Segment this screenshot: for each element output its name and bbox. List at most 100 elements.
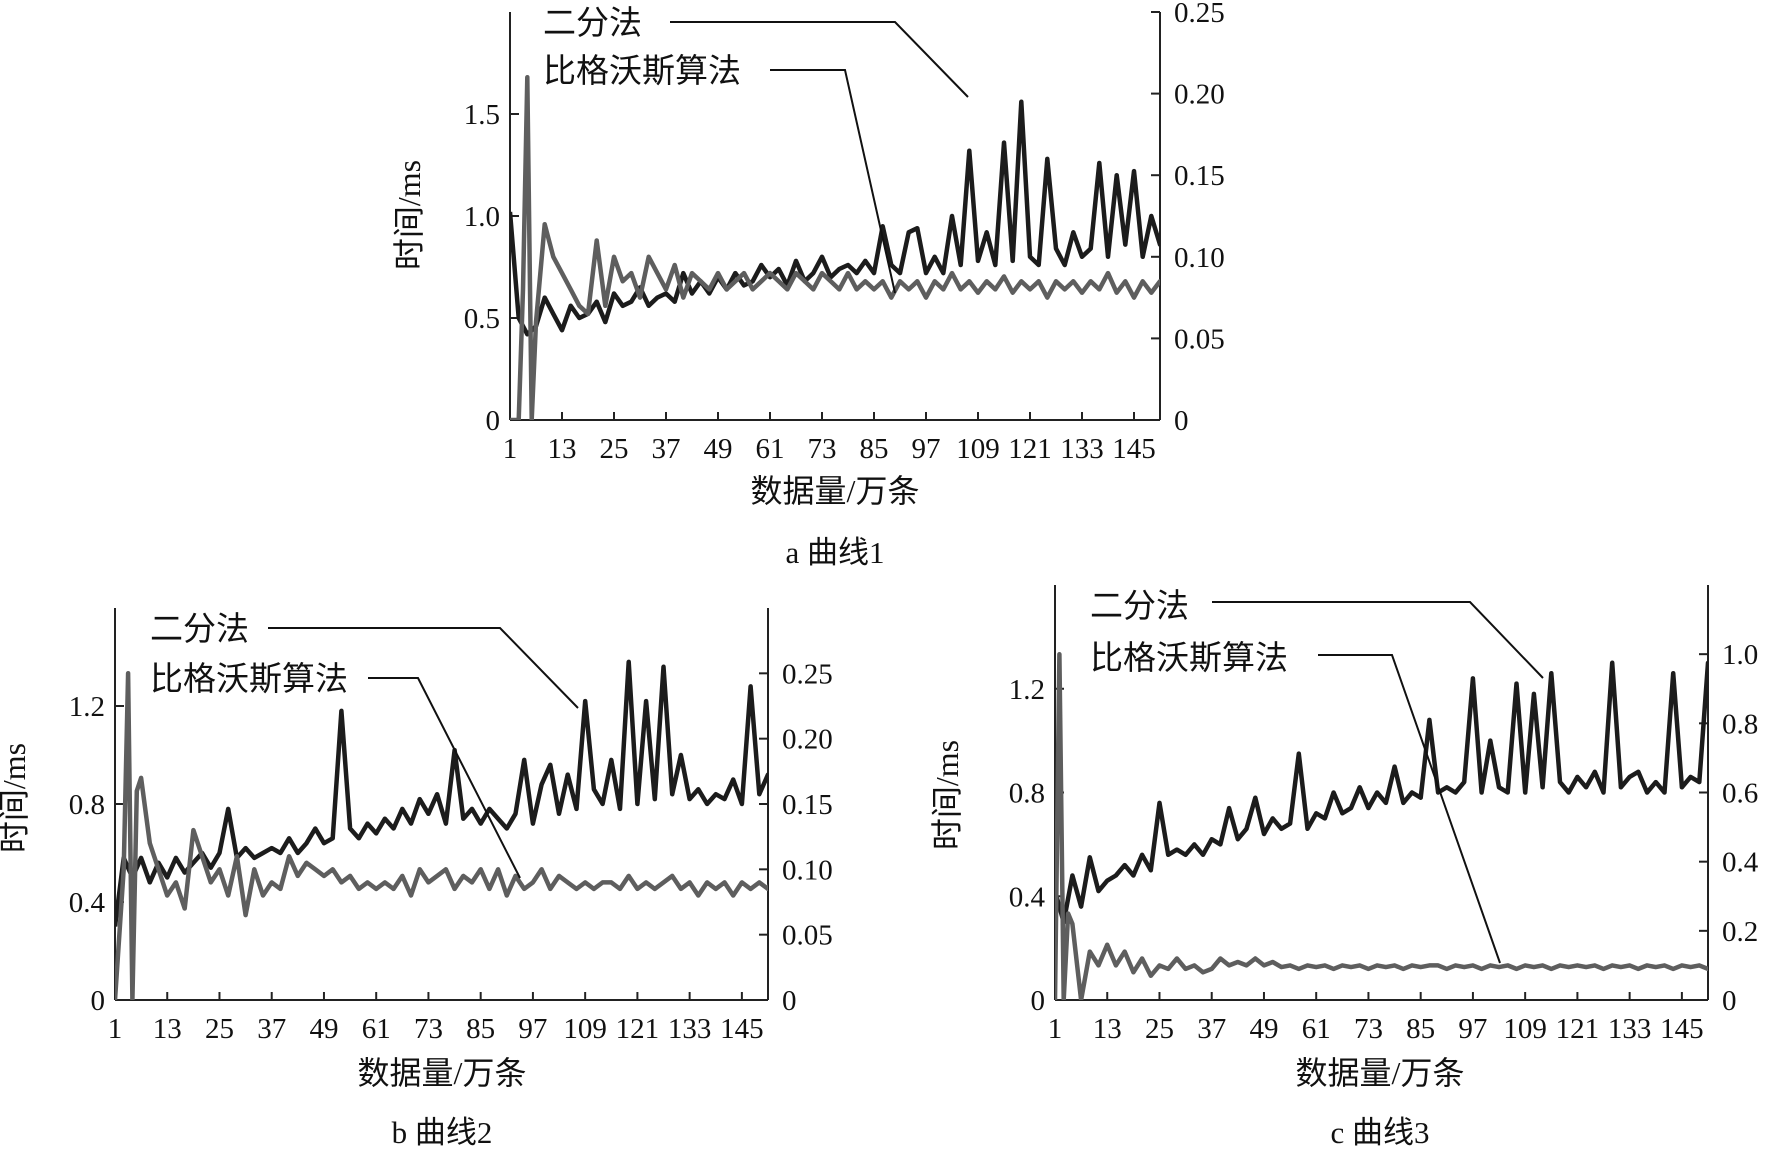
legend-label-bigworth: 比格沃斯算法	[150, 661, 348, 698]
x-tick-label: 61	[362, 1013, 391, 1045]
legend-leader-line	[1318, 654, 1501, 964]
right-tick-label: 0.6	[1722, 778, 1758, 810]
chart-caption: a 曲线1	[785, 535, 884, 570]
x-tick-label: 145	[720, 1013, 764, 1045]
left-tick-label: 0.5	[464, 303, 500, 335]
x-tick-label: 133	[668, 1013, 712, 1045]
x-tick-label: 37	[257, 1013, 286, 1045]
x-tick-label: 121	[1008, 433, 1052, 465]
x-tick-label: 145	[1660, 1013, 1704, 1045]
left-tick-label: 0.4	[69, 887, 106, 919]
x-tick-label: 73	[1354, 1013, 1383, 1045]
legend-leader-line	[670, 21, 969, 98]
x-tick-label: 85	[466, 1013, 495, 1045]
right-tick-label: 0.15	[782, 789, 833, 821]
series-line-bigworth	[1055, 651, 1708, 1000]
left-tick-label: 1.0	[464, 201, 500, 233]
right-tick-label: 0.10	[782, 854, 833, 886]
right-tick-label: 0.05	[1174, 323, 1225, 355]
right-tick-label: 0.20	[1174, 79, 1225, 111]
left-tick-label: 0	[486, 405, 501, 437]
legend-leader-line	[770, 69, 896, 294]
x-tick-label: 1	[1048, 1013, 1063, 1045]
series-line-binary-search	[115, 659, 768, 927]
legend-label-binary-search: 二分法	[1090, 588, 1189, 625]
x-tick-label: 85	[860, 433, 889, 465]
chart-caption: b 曲线2	[392, 1115, 493, 1150]
x-tick-label: 145	[1112, 433, 1156, 465]
chart-panel-2: 0 0.4 0.8 1.2 0 0.05 0.10 0.15 0.20 0.25 1 13 25 37 49…	[0, 608, 833, 1150]
left-tick-label: 1.2	[69, 691, 105, 723]
y-axis-title: 时间/ms	[929, 740, 965, 850]
legend-label-binary-search: 二分法	[150, 611, 249, 648]
x-tick-label: 37	[652, 433, 681, 465]
left-tick-label: 0	[91, 985, 106, 1017]
right-tick-label: 0.10	[1174, 242, 1225, 274]
left-tick-label: 0	[1031, 985, 1046, 1017]
x-tick-label: 13	[1093, 1013, 1122, 1045]
x-axis-title: 数据量/万条	[751, 473, 920, 509]
x-tick-label: 37	[1197, 1013, 1226, 1045]
x-tick-label: 97	[912, 433, 941, 465]
x-tick-label: 109	[956, 433, 1000, 465]
x-tick-label: 49	[704, 433, 733, 465]
x-tick-label: 97	[1458, 1013, 1487, 1045]
x-tick-label: 109	[1503, 1013, 1547, 1045]
x-tick-label: 49	[1249, 1013, 1278, 1045]
right-tick-label: 0.25	[1174, 0, 1225, 29]
series-line-binary-search	[1055, 660, 1708, 925]
left-tick-label: 0.8	[69, 789, 105, 821]
right-tick-label: 0	[782, 985, 797, 1017]
right-tick-label: 1.0	[1722, 639, 1758, 671]
series-line-bigworth	[115, 671, 768, 1000]
x-tick-label: 61	[1302, 1013, 1331, 1045]
x-tick-label: 73	[414, 1013, 443, 1045]
x-tick-label: 49	[309, 1013, 338, 1045]
y-axis-title: 时间/ms	[391, 160, 427, 270]
left-tick-label: 1.2	[1009, 674, 1045, 706]
x-tick-label: 121	[1556, 1013, 1600, 1045]
y-axis-title: 时间/ms	[0, 743, 32, 853]
x-tick-label: 61	[756, 433, 785, 465]
chart-panel-3: 0 0.4 0.8 1.2 0 0.2 0.4 0.6 0.8 1.0 1 13 25 37 49 61 73 8…	[929, 585, 1759, 1150]
right-tick-label: 0.8	[1722, 708, 1758, 740]
right-tick-label: 0.05	[782, 920, 833, 952]
x-tick-label: 25	[600, 433, 629, 465]
x-tick-label: 97	[518, 1013, 547, 1045]
x-tick-label: 25	[1145, 1013, 1174, 1045]
legend-label-bigworth: 比格沃斯算法	[543, 53, 741, 90]
right-tick-label: 0.15	[1174, 160, 1225, 192]
right-tick-label: 0.20	[782, 724, 833, 756]
left-tick-label: 0.8	[1009, 778, 1045, 810]
legend-leader-line	[368, 677, 521, 879]
right-tick-label: 0	[1722, 985, 1737, 1017]
right-tick-label: 0	[1174, 405, 1189, 437]
right-tick-label: 0.4	[1722, 847, 1759, 879]
series-line-bigworth	[510, 75, 1160, 420]
legend-leader-line	[268, 627, 579, 709]
legend-label-binary-search: 二分法	[543, 5, 642, 42]
right-tick-label: 0.2	[1722, 916, 1758, 948]
x-tick-label: 109	[563, 1013, 607, 1045]
series-line-binary-search	[510, 99, 1160, 337]
legend-label-bigworth: 比格沃斯算法	[1090, 640, 1288, 677]
chart-caption: c 曲线3	[1330, 1115, 1429, 1150]
legend-leader-line	[1212, 601, 1544, 679]
x-tick-label: 13	[548, 433, 577, 465]
x-tick-label: 121	[616, 1013, 660, 1045]
x-tick-label: 133	[1608, 1013, 1652, 1045]
x-tick-label: 1	[108, 1013, 123, 1045]
x-axis-title: 数据量/万条	[1296, 1055, 1465, 1091]
right-tick-label: 0.25	[782, 658, 833, 690]
x-tick-label: 13	[153, 1013, 182, 1045]
chart-panel-1: 0 0.5 1.0 1.5 0 0.05 0.10 0.15 0.20 0.25 1 13 25 37 49…	[391, 0, 1225, 570]
x-tick-label: 133	[1060, 433, 1104, 465]
left-tick-label: 0.4	[1009, 881, 1046, 913]
x-tick-label: 73	[808, 433, 837, 465]
x-tick-label: 85	[1406, 1013, 1435, 1045]
x-tick-label: 1	[503, 433, 518, 465]
left-tick-label: 1.5	[464, 99, 500, 131]
x-tick-label: 25	[205, 1013, 234, 1045]
x-axis-title: 数据量/万条	[358, 1055, 527, 1091]
